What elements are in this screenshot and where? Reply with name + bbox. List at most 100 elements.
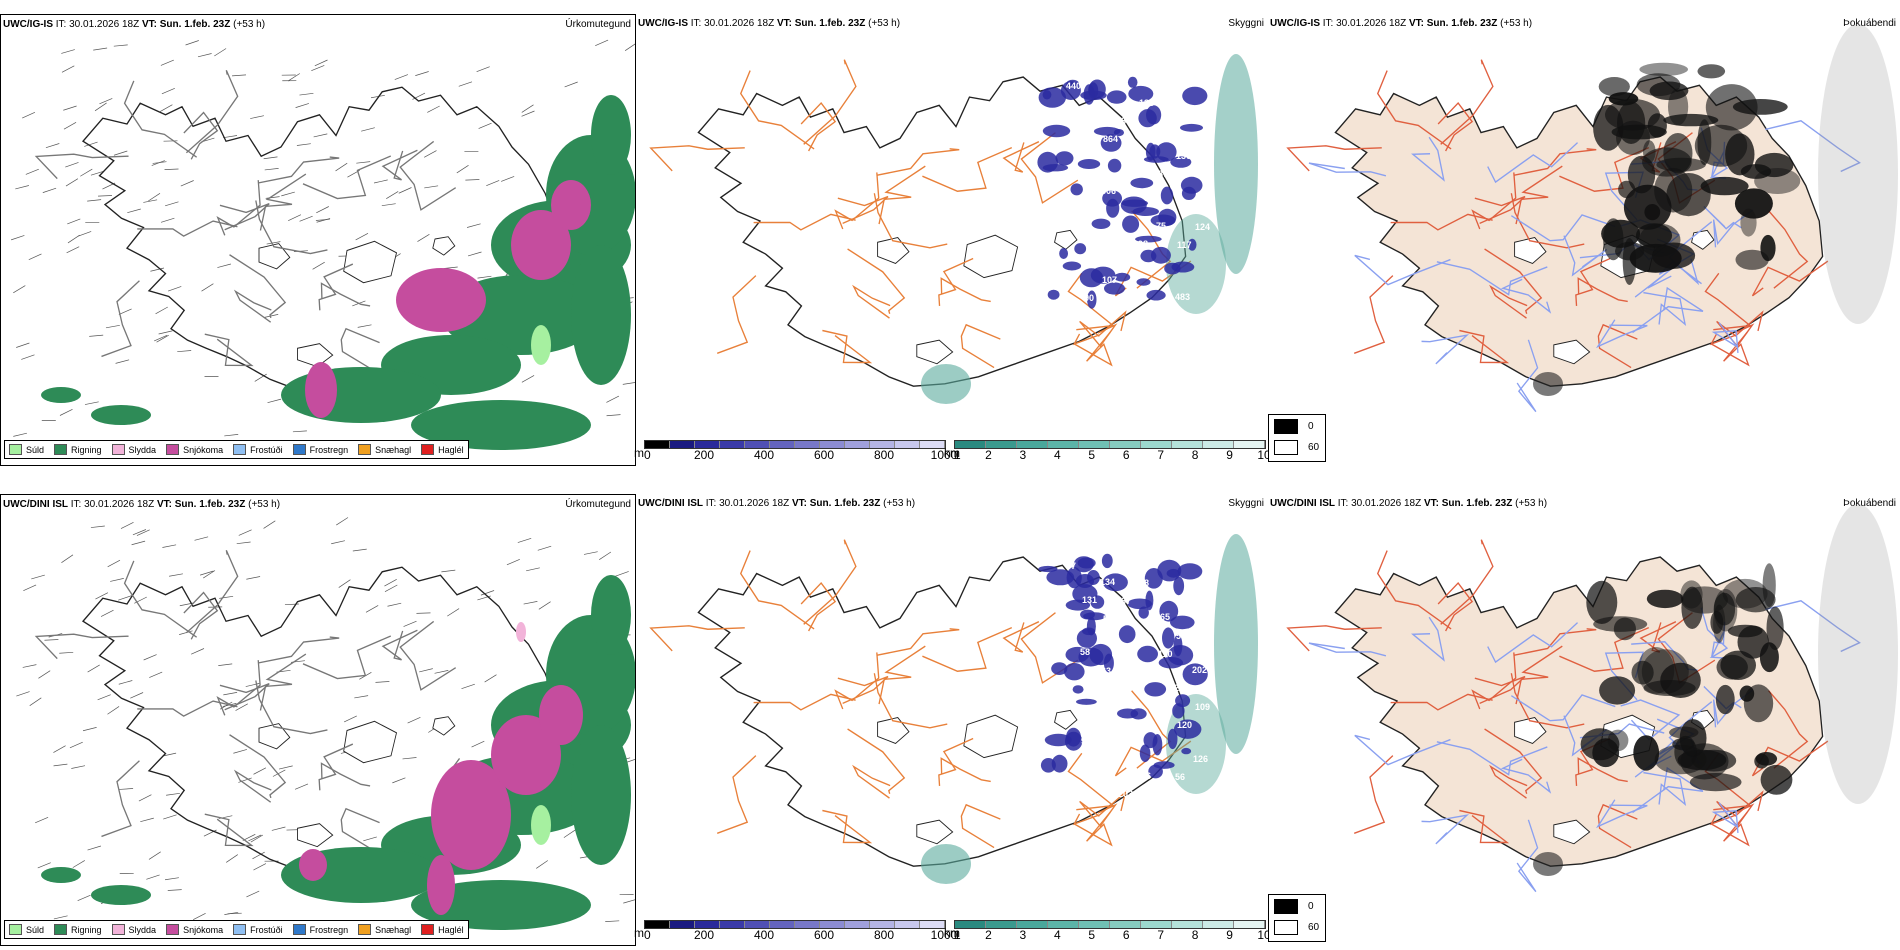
cloud-base-label: 107 <box>1102 275 1117 285</box>
cloud-base-label: 97 <box>1081 736 1091 746</box>
glacier-outline <box>963 714 1019 759</box>
road-line <box>219 203 270 231</box>
low-cloud-base-area <box>1118 625 1136 644</box>
wind-barb <box>563 829 576 838</box>
legend-item: Súld <box>9 924 44 935</box>
dense-fog-area <box>1680 586 1728 614</box>
wind-barb <box>381 203 396 207</box>
cloud-base-label: 440 <box>1066 81 1081 91</box>
legend-swatch <box>54 924 68 935</box>
cloud-base-label: 130 <box>1176 151 1191 161</box>
panel-header: UWC/IG-IS IT: 30.01.2026 18Z VT: Sun. 1.… <box>3 19 265 30</box>
low-cloud-base-area <box>1148 764 1163 779</box>
low-cloud-base-area <box>1090 266 1116 284</box>
colorbar-tick: 7 <box>1157 448 1164 462</box>
road-line <box>1711 322 1739 353</box>
dense-fog-area <box>1641 649 1689 694</box>
road-line <box>255 680 328 735</box>
legend-swatch <box>54 444 68 455</box>
low-cloud-base-area <box>1182 663 1208 686</box>
rain-area <box>411 880 591 930</box>
precip-legend: Súld Rigning Slydda Snjókoma Frostúði Frostre… <box>4 920 469 939</box>
it-label: IT: <box>1322 18 1334 29</box>
wind-barb <box>197 53 212 58</box>
visibility-colorbar: km 1 2 3 4 5 6 7 8 9 10 <box>944 920 1274 946</box>
wind-barb <box>37 862 51 869</box>
low-cloud-base-area <box>1145 590 1154 611</box>
wind-barb <box>370 94 385 99</box>
wind-barb <box>354 695 369 699</box>
low-cloud-base-area <box>1072 584 1098 604</box>
rain-area <box>91 885 151 905</box>
wind-barb <box>501 176 515 182</box>
rain-area <box>91 405 151 425</box>
dense-fog-area <box>1599 676 1636 705</box>
cloud-base-label: 110 <box>1158 649 1173 659</box>
fog-legend: 0 60 <box>1268 414 1326 462</box>
road-line <box>1768 210 1809 289</box>
wind-barb <box>93 47 108 51</box>
legend-label: Rigning <box>71 444 102 455</box>
low-visibility-area <box>1214 54 1258 274</box>
road-line <box>852 764 891 799</box>
dense-fog-area <box>1705 84 1758 131</box>
wind-barb <box>233 749 247 754</box>
cloud-base-label: 83 <box>1137 630 1147 640</box>
snow-area <box>539 685 583 745</box>
low-cloud-base-area <box>1140 249 1157 263</box>
wind-barb <box>113 44 128 47</box>
legend-label: Snjókoma <box>183 924 224 935</box>
wind-barb <box>160 217 175 223</box>
colorbar-swatch <box>670 441 695 448</box>
lead-time: (+53 h) <box>248 499 281 510</box>
cloud-base-label: 87 <box>1158 169 1168 179</box>
road-line <box>837 195 889 225</box>
legend-swatch <box>358 924 372 935</box>
colorbar-tick: 1 <box>954 448 961 462</box>
colorbar-tick: 7 <box>1157 928 1164 942</box>
cloud-base-label: 77 <box>1102 755 1112 765</box>
model-name: UWC/DINI ISL <box>1270 498 1335 509</box>
low-cloud-base-area <box>1037 151 1058 173</box>
fog-legend-label: 60 <box>1308 442 1320 453</box>
road-line <box>1308 642 1387 657</box>
wind-barb <box>87 664 100 673</box>
cloud-base-label: 203 <box>1118 789 1133 799</box>
road-line <box>1575 257 1611 307</box>
low-cloud-base-area <box>1051 662 1068 675</box>
low-cloud-base-area <box>1091 218 1111 229</box>
dense-fog-area <box>1649 81 1689 101</box>
road-line <box>1620 699 1681 741</box>
road-line <box>318 263 354 311</box>
wind-barb <box>361 127 375 132</box>
colorbar-swatch <box>986 921 1017 928</box>
road-line <box>1067 752 1115 811</box>
dense-fog-area <box>1735 249 1769 270</box>
road-line <box>1353 755 1394 834</box>
road-line <box>340 807 380 851</box>
wind-barb <box>143 199 158 203</box>
wind-barb <box>281 191 295 197</box>
road-line <box>716 755 757 834</box>
wind-barb <box>248 834 262 842</box>
low-cloud-base-area <box>1122 215 1140 233</box>
road-line <box>1597 323 1638 369</box>
road-line <box>878 645 926 705</box>
road-line <box>1286 625 1382 652</box>
road-line <box>1474 195 1526 225</box>
road-line <box>1072 310 1127 346</box>
dense-fog-area <box>1754 152 1794 178</box>
wind-barb <box>615 571 629 577</box>
vt-label: VT: <box>791 498 807 509</box>
panel-header: UWC/IG-IS IT: 30.01.2026 18Z VT: Sun. 1.… <box>638 18 900 29</box>
wind-barb <box>236 541 251 545</box>
fog-legend-label: 60 <box>1308 922 1320 933</box>
wind-barb <box>352 548 367 552</box>
wind-barb <box>154 334 168 342</box>
wind-barb <box>99 98 113 105</box>
glacier-outline <box>1514 236 1547 265</box>
legend-label: Frostregn <box>309 444 349 455</box>
wind-barb <box>292 430 307 433</box>
glacier-outline <box>916 339 954 365</box>
cloud-base-label: 108 <box>1119 648 1134 658</box>
